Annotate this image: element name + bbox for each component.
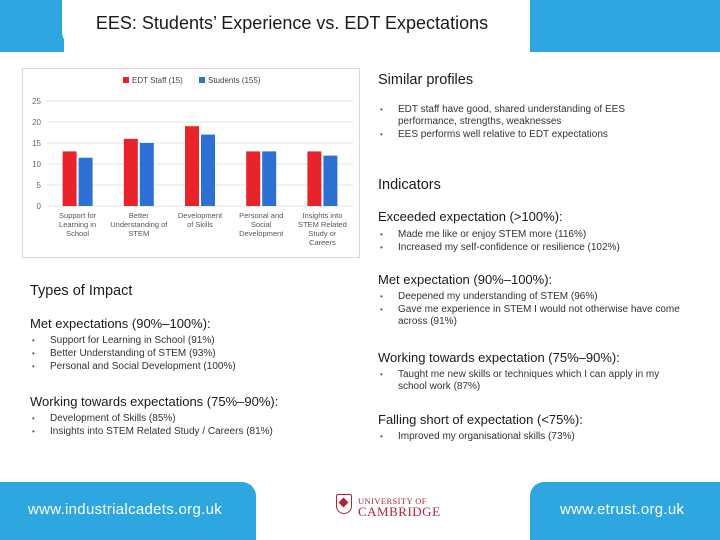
cambridge-logo: UNIVERSITY OF CAMBRIDGE bbox=[336, 494, 456, 524]
bar bbox=[201, 134, 215, 206]
x-tick-label: Understanding of bbox=[110, 220, 168, 229]
legend-swatch bbox=[199, 77, 205, 83]
x-tick-label: School bbox=[66, 229, 89, 238]
list-item: Made me like or enjoy STEM more (116%) bbox=[378, 229, 698, 241]
legend-label: Students (155) bbox=[208, 76, 261, 85]
list-item: Support for Learning in School (91%) bbox=[30, 335, 350, 347]
list-item: Increased my self-confidence or resilien… bbox=[378, 242, 698, 254]
crest-icon bbox=[336, 494, 352, 514]
x-tick-label: Learning in bbox=[59, 220, 96, 229]
y-tick-label: 15 bbox=[32, 139, 41, 148]
left-met-list: Support for Learning in School (91%) Bet… bbox=[30, 335, 350, 374]
x-tick-label: Study or bbox=[308, 229, 336, 238]
right-met-list: Deepened my understanding of STEM (96%) … bbox=[378, 291, 698, 329]
left-met-title: Met expectations (90%–100%): bbox=[30, 316, 211, 331]
y-tick-label: 10 bbox=[32, 160, 41, 169]
x-tick-label: Better bbox=[129, 211, 150, 220]
bar bbox=[307, 151, 322, 206]
bar bbox=[62, 151, 77, 206]
header-band-left bbox=[0, 0, 64, 52]
slide-header: EES: Students’ Experience vs. EDT Expect… bbox=[0, 0, 720, 52]
bar bbox=[78, 157, 93, 206]
right-working-list: Taught me new skills or techniques which… bbox=[378, 369, 688, 394]
list-item: Development of Skills (85%) bbox=[30, 413, 350, 425]
bar bbox=[246, 151, 261, 206]
list-item: Insights into STEM Related Study / Caree… bbox=[30, 426, 350, 438]
x-tick-label: STEM Related bbox=[298, 220, 347, 229]
footer-band-left: www.industrialcadets.org.uk bbox=[0, 482, 256, 540]
falling-short-title: Falling short of expectation (<75%): bbox=[378, 412, 583, 427]
x-tick-label: Personal and bbox=[239, 211, 283, 220]
y-tick-label: 25 bbox=[32, 97, 41, 106]
x-tick-label: Development bbox=[239, 229, 284, 238]
list-item: EES performs well relative to EDT expect… bbox=[378, 129, 678, 141]
y-tick-label: 5 bbox=[37, 181, 42, 190]
logo-line-2: CAMBRIDGE bbox=[358, 504, 441, 519]
list-item: Taught me new skills or techniques which… bbox=[378, 369, 688, 393]
x-tick-label: Social bbox=[251, 220, 272, 229]
indicators-title: Indicators bbox=[378, 177, 441, 193]
x-tick-label: Support for bbox=[59, 211, 97, 220]
bar-chart: 0 5 10 15 20 25 EDT Staff (15) Students (155) Su… bbox=[22, 68, 360, 258]
x-tick-label: of Skills bbox=[187, 220, 213, 229]
x-tick-label: STEM bbox=[128, 229, 149, 238]
page-title: EES: Students’ Experience vs. EDT Expect… bbox=[95, 12, 489, 33]
list-item: Improved my organisational skills (73%) bbox=[378, 431, 698, 443]
similar-profiles-title: Similar profiles bbox=[378, 72, 474, 88]
x-tick-label: Insights into bbox=[302, 211, 342, 220]
list-item: Deepened my understanding of STEM (96%) bbox=[378, 291, 698, 303]
right-working-title: Working towards expectation (75%–90%): bbox=[378, 350, 620, 365]
exceeded-title: Exceeded expectation (>100%): bbox=[378, 209, 563, 224]
legend-label: EDT Staff (15) bbox=[132, 76, 183, 85]
list-item: Better Understanding of STEM (93%) bbox=[30, 348, 350, 360]
logo-line-1: UNIVERSITY OF bbox=[358, 496, 427, 506]
left-working-list: Development of Skills (85%) Insights int… bbox=[30, 413, 350, 439]
bar-chart-svg: 0 5 10 15 20 25 EDT Staff (15) Students (155) Su… bbox=[32, 76, 353, 247]
header-band-right bbox=[530, 0, 720, 52]
bar bbox=[139, 143, 154, 206]
right-met-title: Met expectation (90%–100%): bbox=[378, 272, 553, 287]
x-tick-label: Careers bbox=[309, 238, 336, 247]
industrialcadets-link[interactable]: www.industrialcadets.org.uk bbox=[28, 501, 223, 518]
footer-band-right: www.etrust.org.uk bbox=[530, 482, 720, 540]
legend-swatch bbox=[123, 77, 129, 83]
exceeded-list: Made me like or enjoy STEM more (116%) I… bbox=[378, 229, 698, 255]
y-tick-label: 20 bbox=[32, 118, 41, 127]
title-box: EES: Students’ Experience vs. EDT Expect… bbox=[62, 0, 522, 46]
y-tick-label: 0 bbox=[37, 202, 42, 211]
bar bbox=[185, 126, 199, 206]
slide-footer: www.industrialcadets.org.uk www.etrust.o… bbox=[0, 472, 720, 540]
types-of-impact-title: Types of Impact bbox=[30, 283, 133, 299]
list-item: Personal and Social Development (100%) bbox=[30, 361, 350, 373]
bar bbox=[123, 138, 138, 206]
bar bbox=[262, 151, 277, 206]
falling-short-list: Improved my organisational skills (73%) bbox=[378, 431, 698, 444]
x-tick-label: Development bbox=[178, 211, 223, 220]
etrust-link[interactable]: www.etrust.org.uk bbox=[560, 501, 685, 518]
list-item: Gave me experience in STEM I would not o… bbox=[378, 304, 698, 328]
bar bbox=[323, 155, 338, 206]
left-working-title: Working towards expectations (75%–90%): bbox=[30, 394, 279, 409]
list-item: EDT staff have good, shared understandin… bbox=[378, 104, 678, 128]
similar-profiles-list: EDT staff have good, shared understandin… bbox=[378, 104, 678, 142]
